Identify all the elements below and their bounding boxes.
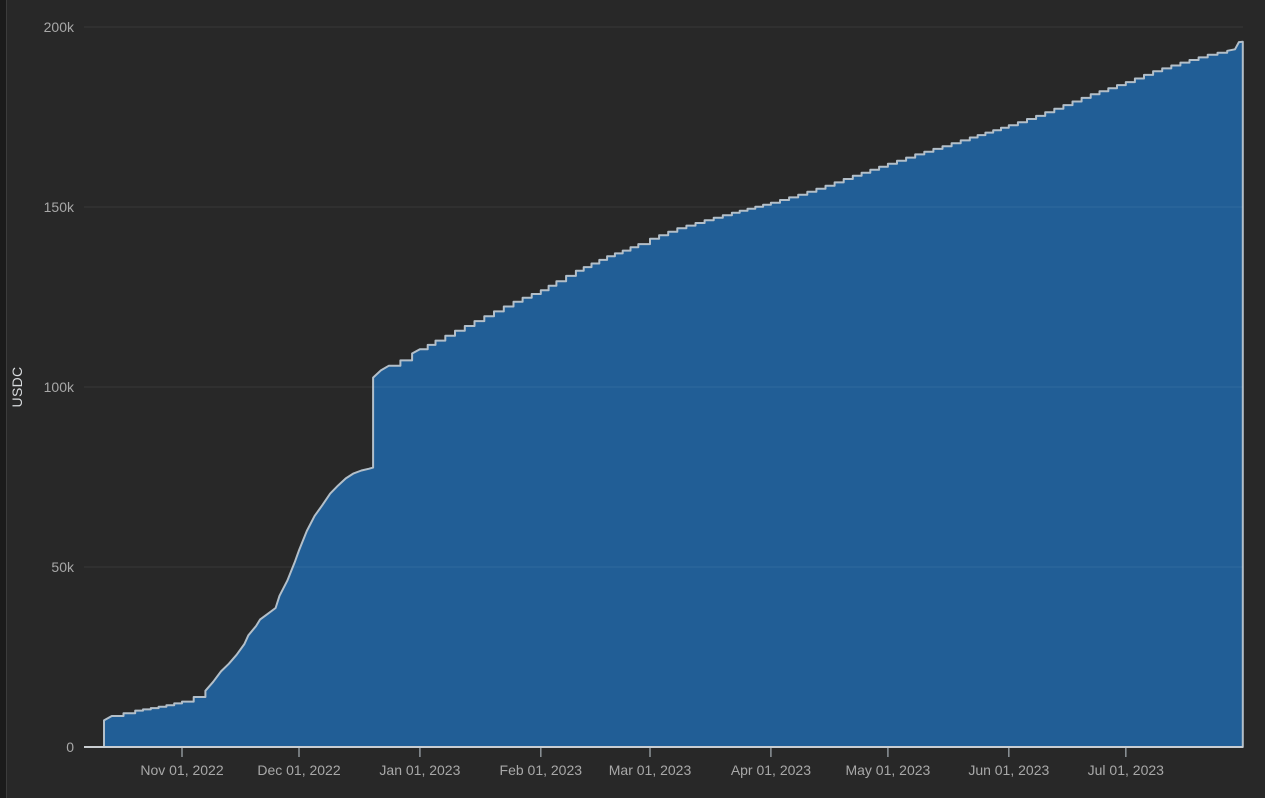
series-line bbox=[103, 40, 1244, 748]
window-left-edge bbox=[0, 0, 7, 798]
x-tick-label: Dec 01, 2022 bbox=[257, 762, 340, 778]
x-tick-label: Jun 01, 2023 bbox=[968, 762, 1049, 778]
x-tick-label: Jul 01, 2023 bbox=[1088, 762, 1164, 778]
y-axis-title: USDC bbox=[9, 366, 25, 408]
y-tick-label: 100k bbox=[44, 379, 75, 395]
x-tick-label: Nov 01, 2022 bbox=[140, 762, 223, 778]
x-tick-label: Apr 01, 2023 bbox=[731, 762, 811, 778]
y-tick-label: 150k bbox=[44, 199, 75, 215]
x-tick-label: Jan 01, 2023 bbox=[379, 762, 460, 778]
y-tick-label: 200k bbox=[44, 19, 75, 35]
y-tick-label: 50k bbox=[51, 559, 75, 575]
x-tick-label: May 01, 2023 bbox=[845, 762, 930, 778]
y-tick-label: 0 bbox=[66, 739, 74, 755]
x-tick-label: Mar 01, 2023 bbox=[609, 762, 692, 778]
x-tick-label: Feb 01, 2023 bbox=[500, 762, 583, 778]
series-area-fill[interactable] bbox=[104, 41, 1243, 748]
